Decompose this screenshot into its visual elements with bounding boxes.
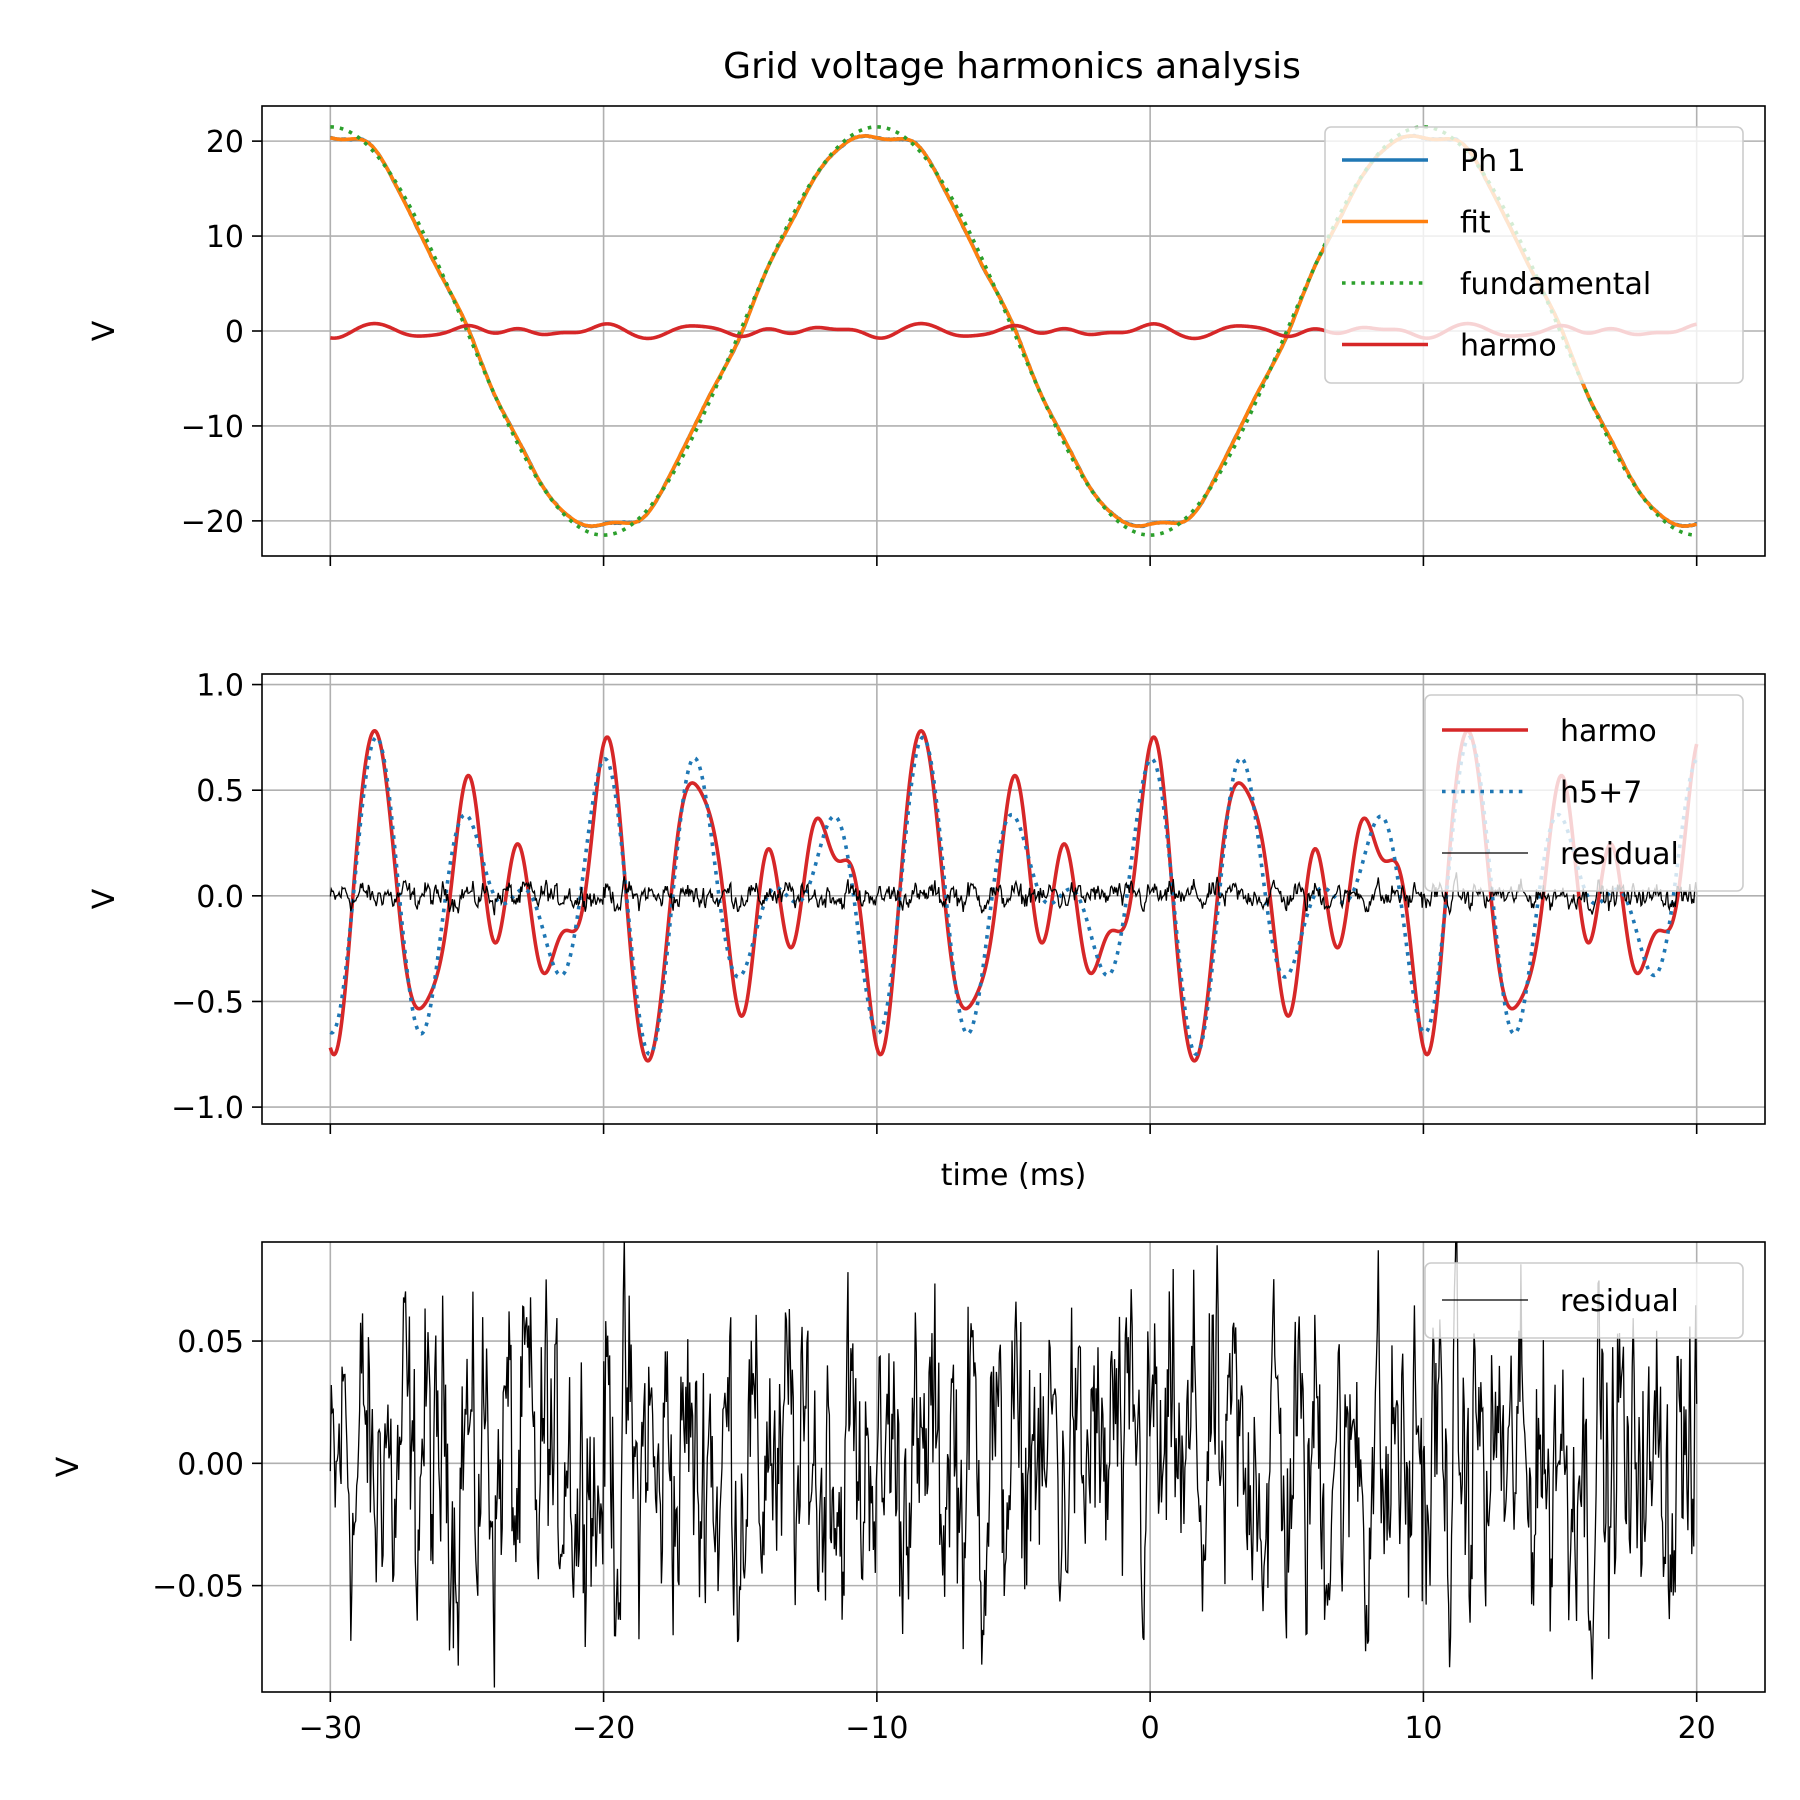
y-tick-label: −20 [181,505,244,540]
legend-box [1324,126,1744,384]
plot-area [329,1242,1698,1688]
legend-label: harmo [1560,714,1657,749]
x-tick-label: −20 [572,1711,635,1746]
legend-label: h5+7 [1560,776,1642,811]
axes-frame [261,1241,1766,1693]
y-tick-label: 0.05 [177,1325,244,1360]
y-axis-label: V [51,1456,86,1477]
y-tick-label: 0.0 [196,880,244,915]
figure-title: Grid voltage harmonics analysis [723,46,1301,87]
y-tick-label: 0.5 [196,774,244,809]
y-tick-label: −1.0 [171,1091,244,1126]
series-line-fundamental [330,125,1697,537]
x-tick-label: −10 [845,1711,908,1746]
series-line-residual [329,872,1698,916]
legend-label: fit [1460,206,1491,241]
legend-label: Ph 1 [1460,144,1526,179]
y-tick-label: 0.00 [177,1447,244,1482]
x-tick-label: 20 [1678,1711,1716,1746]
x-tick-label: −30 [299,1711,362,1746]
axes-frame [261,673,1766,1125]
panel-top: −20 −10 0 10 20 V Ph 1 fit fundamental harmo [87,105,1766,566]
legend: Ph 1 fit fundamental harmo [1324,126,1744,384]
y-tick-label: 20 [206,125,244,160]
y-axis-label: V [87,320,122,341]
y-tick-label: −10 [181,410,244,445]
y-tick-label: 1.0 [196,669,244,704]
y-tick-label: −0.05 [152,1570,244,1605]
legend-label: residual [1560,1284,1679,1319]
y-tick-label: 10 [206,220,244,255]
series-line-residual [329,1242,1698,1688]
legend: harmo h5+7 residual [1424,694,1744,892]
legend: residual [1424,1262,1744,1339]
legend-label: harmo [1460,329,1557,364]
legend-box [1424,694,1744,892]
y-tick-label: −0.5 [171,985,244,1020]
legend-box [1424,1262,1744,1339]
y-tick-label: 0 [225,315,244,350]
x-tick-label: 0 [1141,1711,1160,1746]
x-axis-label: time (ms) [941,1158,1087,1193]
legend-label: residual [1560,837,1679,872]
y-axis-label: V [87,888,122,909]
x-tick-label: 10 [1404,1711,1442,1746]
legend-label: fundamental [1460,267,1651,302]
